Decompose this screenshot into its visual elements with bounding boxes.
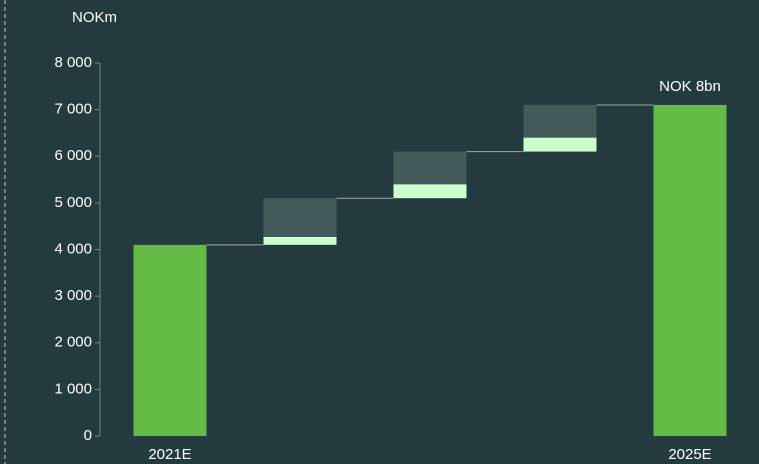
step-bar <box>393 151 467 185</box>
total-bar <box>133 244 207 436</box>
total-bar <box>653 104 727 437</box>
x-tick-label: 2025E <box>668 446 711 463</box>
step-bar <box>263 198 337 237</box>
y-tick-label: 1 000 <box>54 380 92 397</box>
y-tick-label: 0 <box>84 427 92 444</box>
y-tick-label: 3 000 <box>54 287 92 304</box>
step-bar <box>523 104 597 138</box>
y-axis-label: NOKm <box>72 9 117 26</box>
y-tick-label: 8 000 <box>54 54 92 71</box>
y-tick-label: 6 000 <box>54 147 92 164</box>
step-bar <box>263 236 337 245</box>
step-bar <box>523 137 597 152</box>
y-tick-label: 7 000 <box>54 101 92 118</box>
annotation: NOK 8bn <box>659 78 721 95</box>
x-tick-label: 2021E <box>148 446 191 463</box>
y-tick-label: 5 000 <box>54 194 92 211</box>
step-bar <box>393 184 467 199</box>
y-tick-label: 2 000 <box>54 334 92 351</box>
y-tick-label: 4 000 <box>54 240 92 257</box>
